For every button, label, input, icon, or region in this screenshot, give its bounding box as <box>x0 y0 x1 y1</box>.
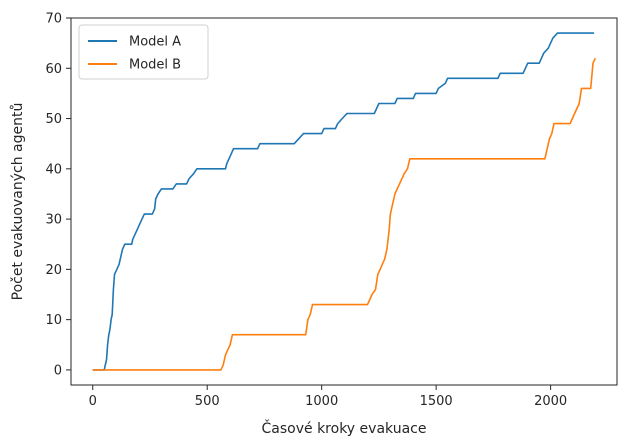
y-tick-label: 10 <box>45 313 62 328</box>
series-line-model-a <box>92 32 595 371</box>
y-tick-label: 60 <box>45 62 62 77</box>
y-tick-label: 20 <box>45 263 62 278</box>
legend-box <box>78 24 209 80</box>
y-tick-label: 0 <box>54 363 62 378</box>
y-tick-label: 40 <box>45 162 62 177</box>
legend-label: Model A <box>129 35 181 50</box>
x-tick-label: 1000 <box>305 394 338 409</box>
axes-frame <box>70 17 618 386</box>
x-tick-label: 2000 <box>534 394 567 409</box>
x-tick-label: 1500 <box>420 394 453 409</box>
x-tick-label: 0 <box>89 394 97 409</box>
y-tick-label: 70 <box>45 12 62 27</box>
y-tick-label: 30 <box>45 213 62 228</box>
x-tick-label: 500 <box>195 394 220 409</box>
y-axis-label: Počet evakuovaných agentů <box>10 103 26 301</box>
y-tick-label: 50 <box>45 112 62 127</box>
y-axis-ticks: 0 10 20 30 40 50 60 70 <box>45 12 71 378</box>
series-line-model-b <box>92 57 597 371</box>
plot-lines <box>92 32 597 371</box>
legend: Model A Model B <box>78 24 209 80</box>
x-axis-ticks: 0 500 1000 1500 2000 <box>89 385 567 409</box>
legend-label: Model B <box>129 58 181 73</box>
x-axis-label: Časové kroky evakuace <box>262 419 427 437</box>
